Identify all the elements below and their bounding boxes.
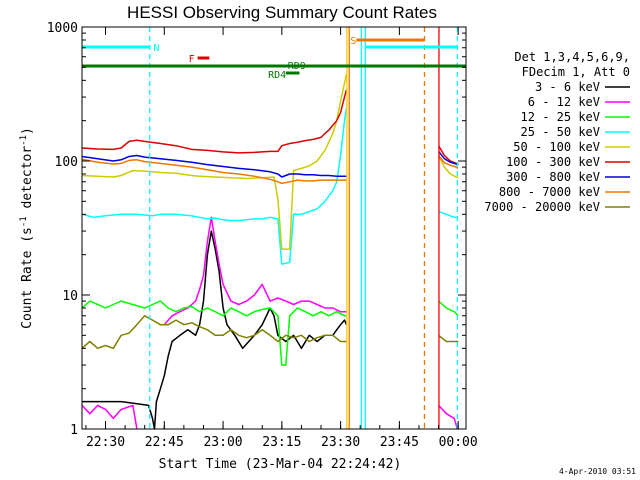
legend-entry-label: 6 - 12 keV bbox=[528, 95, 600, 109]
x-tick-label: 00:00 bbox=[439, 435, 478, 450]
series-layer bbox=[81, 73, 459, 430]
y-tick-label: 1 bbox=[70, 423, 78, 438]
series-line bbox=[438, 210, 459, 219]
series-line bbox=[81, 315, 347, 350]
series-6-12-kev bbox=[81, 216, 459, 430]
series-12-25-kev bbox=[81, 300, 459, 366]
legend-entry-label: 300 - 800 keV bbox=[506, 170, 600, 184]
x-axis-label: Start Time (23-Mar-04 22:24:42) bbox=[159, 457, 402, 472]
series-800-7000-kev bbox=[81, 155, 459, 185]
legend-entry-label: 3 - 6 keV bbox=[535, 80, 600, 94]
series-50-100-kev bbox=[81, 73, 459, 250]
series-7000-20000-kev bbox=[81, 315, 459, 350]
legend-entry-label: 12 - 25 keV bbox=[521, 110, 600, 124]
plot-frame bbox=[81, 26, 467, 430]
flag-label: RD4 bbox=[268, 70, 286, 81]
series-line bbox=[438, 334, 459, 343]
y-axis-label-superscript: -1 bbox=[19, 216, 29, 227]
flag-label: F bbox=[189, 54, 195, 65]
legend-entry-label: 7000 - 20000 keV bbox=[484, 200, 600, 214]
legend-header-line-1: Det 1,3,4,5,6,9, bbox=[514, 50, 630, 64]
series-line bbox=[163, 216, 347, 326]
x-tick-label: 23:30 bbox=[321, 435, 360, 450]
y-tick-label: 10 bbox=[62, 289, 78, 304]
legend: Det 1,3,4,5,6,9, FDecim 1, Att 0 3 - 6 k… bbox=[484, 50, 630, 214]
x-tick-label: 22:30 bbox=[86, 435, 125, 450]
footer-date: 4-Apr-2010 03:51 bbox=[559, 467, 636, 476]
series-line bbox=[81, 89, 348, 154]
legend-entry-label: 25 - 50 keV bbox=[521, 125, 600, 139]
y-tick-label: 1000 bbox=[47, 21, 78, 36]
series-line bbox=[438, 155, 459, 170]
x-tick-label: 23:15 bbox=[262, 435, 301, 450]
series-line bbox=[438, 300, 459, 317]
y-tick-label: 100 bbox=[55, 155, 78, 170]
y-axis-label: Count Rate (s-1 detector-1) bbox=[19, 127, 35, 329]
series-25-50-kev bbox=[81, 107, 459, 265]
series-line bbox=[81, 154, 347, 178]
legend-entry-label: 50 - 100 keV bbox=[513, 140, 600, 154]
series-line bbox=[81, 107, 348, 265]
legend-entry-label: 100 - 300 keV bbox=[506, 155, 600, 169]
legend-header-line-2: FDecim 1, Att 0 bbox=[522, 65, 630, 79]
series-line bbox=[81, 404, 138, 430]
flag-label: S bbox=[350, 36, 356, 47]
x-tick-label: 23:45 bbox=[380, 435, 419, 450]
flag-label: RD9 bbox=[288, 61, 306, 72]
y-axis-ticks: 1 10 100 1000 bbox=[47, 21, 466, 438]
chart-title: HESSI Observing Summary Count Rates bbox=[127, 3, 437, 22]
series-line bbox=[81, 73, 348, 250]
vertical-lines-layer bbox=[149, 27, 459, 429]
series-line bbox=[81, 158, 347, 185]
x-axis-ticks: 22:30 22:45 23:00 23:15 23:30 23:45 00:00 bbox=[85, 27, 478, 450]
legend-entry-label: 800 - 7000 keV bbox=[499, 185, 600, 199]
x-tick-label: 22:45 bbox=[145, 435, 184, 450]
y-axis-label-end: ) bbox=[20, 127, 35, 135]
series-line bbox=[81, 300, 347, 366]
y-axis-label-middle: detector bbox=[20, 146, 35, 217]
series-line bbox=[438, 404, 459, 430]
y-axis-label-main: Count Rate (s bbox=[20, 227, 35, 329]
flag-label: N bbox=[153, 43, 159, 54]
series-line bbox=[437, 155, 459, 179]
y-axis-label-superscript-2: -1 bbox=[19, 135, 29, 146]
x-tick-label: 23:00 bbox=[203, 435, 242, 450]
